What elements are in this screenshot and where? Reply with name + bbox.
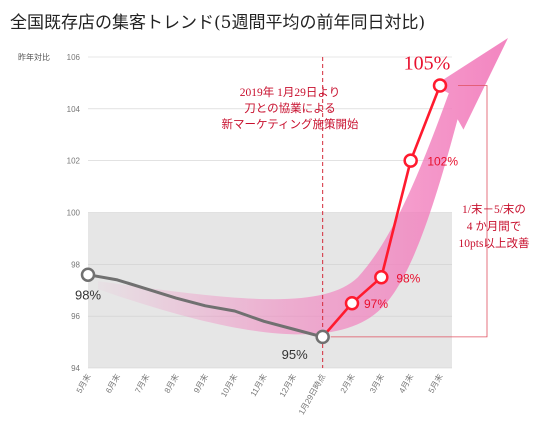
data-point [374,270,389,285]
x-tick-label: 10月末 [218,372,239,399]
point-label: 98% [75,288,101,303]
point-labels: 98% 95% 97% 98% 102% 105% [75,53,458,362]
data-point [315,329,330,345]
x-tick-label: 3月末 [367,372,386,395]
improvement-bracket [330,85,488,338]
y-tick-label: 106 [67,53,81,62]
data-point [80,267,96,282]
chart-title: 全国既存店の集客トレンド(5週間平均の前年同日対比) [10,13,426,33]
point-label: 95% [282,347,308,362]
x-tick-label: 5月末 [74,372,93,395]
x-tick-label: 4月末 [397,372,416,395]
y-axis-ticks: 94 96 98 100 102 104 106 [67,53,81,373]
y-tick-label: 94 [71,364,80,373]
y-axis-label: 昨年対比 [18,52,50,62]
y-tick-label: 98 [71,260,80,269]
trend-arrow [98,38,508,335]
point-label: 98% [396,271,420,285]
data-points [80,78,448,345]
point-label: 102% [427,155,458,169]
x-tick-label: 11月末 [248,372,269,398]
y-tick-label: 102 [67,157,81,166]
data-point [344,295,360,311]
x-tick-label: 9月末 [191,372,210,395]
y-tick-label: 100 [67,209,81,218]
data-point [403,153,418,168]
y-tick-label: 96 [71,312,80,321]
x-tick-label: 6月末 [103,372,122,395]
improvement-annotation-line: 10pts以上改善 [459,236,530,250]
point-label: 97% [364,297,388,311]
y-tick-label: 104 [67,105,81,114]
improvement-annotation-line: 1/末－5/末の [462,202,526,216]
series-line [87,273,324,339]
improvement-annotation-line: 4 か月間で [467,220,522,233]
x-tick-label: 1月29日時点 [297,373,327,417]
x-tick-label: 8月末 [162,372,181,395]
event-annotation-line: 2019年 1月29日より [240,85,340,99]
event-annotation-line: 新マーケティング施策開始 [221,117,359,131]
improvement-annotation: 1/末－5/末の 4 か月間で 10pts以上改善 [459,202,530,250]
event-annotation-line: 刀との協業による [244,101,336,115]
x-tick-label: 12月末 [277,372,298,399]
point-label: 105% [404,53,451,75]
x-tick-label: 2月末 [338,372,357,395]
x-tick-label: 7月末 [133,372,152,395]
data-point [432,78,448,93]
x-tick-label: 5月末 [426,372,445,395]
